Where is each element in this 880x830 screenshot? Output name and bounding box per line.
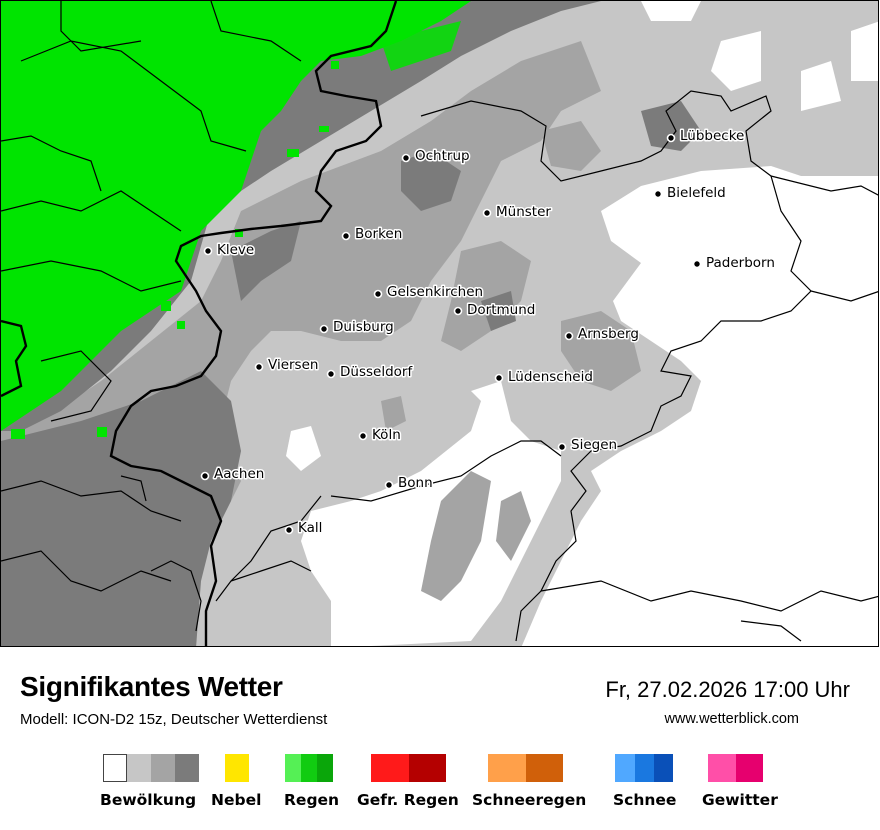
city-siegen[interactable]: Siegen <box>557 436 619 455</box>
legend-swatches-bewoelkung <box>103 754 199 782</box>
legend-swatch <box>175 754 199 782</box>
legend-swatches-schnee <box>615 754 673 782</box>
svg-text:Lübbecke: Lübbecke <box>680 128 744 144</box>
city-markers: Lübbecke Ochtrup Bielefeld Münster Kleve… <box>200 127 776 538</box>
legend-swatch <box>635 754 654 782</box>
clear-sky-areas <box>151 1 878 646</box>
legend-label-gewitter: Gewitter <box>702 791 778 809</box>
legend-swatches-gewitter <box>708 754 763 782</box>
city-kleve[interactable]: Kleve <box>203 241 256 260</box>
svg-text:Bonn: Bonn <box>398 475 433 491</box>
legend-swatch <box>615 754 635 782</box>
weather-map[interactable]: Lübbecke Ochtrup Bielefeld Münster Kleve… <box>0 0 879 647</box>
city-koeln[interactable]: Köln <box>358 426 402 445</box>
svg-text:Aachen: Aachen <box>214 466 264 482</box>
svg-text:Siegen: Siegen <box>571 437 617 453</box>
svg-text:Kleve: Kleve <box>217 242 254 258</box>
svg-text:Ochtrup: Ochtrup <box>415 148 470 164</box>
city-arnsberg[interactable]: Arnsberg <box>564 325 640 344</box>
svg-text:Dortmund: Dortmund <box>467 302 535 318</box>
city-ochtrup[interactable]: Ochtrup <box>401 147 471 166</box>
city-bielefeld[interactable]: Bielefeld <box>653 184 727 203</box>
city-luedenscheid[interactable]: Lüdenscheid <box>494 368 594 387</box>
legend-swatches-regen <box>285 754 333 782</box>
legend-label-regen: Regen <box>284 791 340 809</box>
svg-text:Arnsberg: Arnsberg <box>578 326 639 342</box>
svg-text:Gelsenkirchen: Gelsenkirchen <box>387 284 483 300</box>
city-viersen[interactable]: Viersen <box>254 356 320 375</box>
svg-text:Kall: Kall <box>298 520 322 536</box>
svg-text:Düsseldorf: Düsseldorf <box>340 364 413 380</box>
legend-swatches-gefr-regen <box>371 754 446 782</box>
svg-text:Duisburg: Duisburg <box>333 319 394 335</box>
city-muenster[interactable]: Münster <box>482 203 553 222</box>
forecast-datetime: Fr, 27.02.2026 17:00 Uhr <box>605 677 850 702</box>
legend-label-schneeregen: Schneeregen <box>472 791 587 809</box>
city-luebbecke[interactable]: Lübbecke <box>666 127 746 146</box>
legend-swatch <box>127 754 151 782</box>
svg-text:Paderborn: Paderborn <box>706 255 775 271</box>
legend-swatch <box>371 754 409 782</box>
legend-swatches-schneeregen <box>488 754 563 782</box>
city-kall[interactable]: Kall <box>284 519 324 538</box>
svg-text:Köln: Köln <box>372 427 401 443</box>
legend-label-schnee: Schnee <box>613 791 677 809</box>
svg-text:Viersen: Viersen <box>268 357 318 373</box>
legend-label-bewoelkung: Bewölkung <box>100 791 197 809</box>
rain-area <box>1 1 471 439</box>
city-gelsenkirchen[interactable]: Gelsenkirchen <box>373 283 485 302</box>
legend-swatch <box>526 754 563 782</box>
svg-text:Lüdenscheid: Lüdenscheid <box>508 369 593 385</box>
svg-text:Borken: Borken <box>355 226 402 242</box>
city-paderborn[interactable]: Paderborn <box>692 254 776 273</box>
legend-swatch <box>654 754 673 782</box>
model-subtitle: Modell: ICON-D2 15z, Deutscher Wetterdie… <box>20 711 328 728</box>
svg-text:Münster: Münster <box>496 204 551 220</box>
borders <box>1 1 878 646</box>
legend-swatch <box>301 754 317 782</box>
legend-swatches-nebel <box>225 754 249 782</box>
city-borken[interactable]: Borken <box>341 225 404 244</box>
legend-label-nebel: Nebel <box>211 791 262 809</box>
city-aachen[interactable]: Aachen <box>200 465 266 484</box>
weather-map-svg: Lübbecke Ochtrup Bielefeld Münster Kleve… <box>1 1 878 646</box>
city-bonn[interactable]: Bonn <box>384 474 434 493</box>
city-dortmund[interactable]: Dortmund <box>453 301 537 320</box>
legend-swatch <box>285 754 301 782</box>
legend-swatch <box>488 754 526 782</box>
legend-swatch <box>409 754 446 782</box>
legend-swatch <box>317 754 333 782</box>
legend-swatch <box>225 754 249 782</box>
legend-swatch <box>103 754 127 782</box>
svg-text:Bielefeld: Bielefeld <box>667 185 726 201</box>
legend-label-gefr-regen: Gefr. Regen <box>357 791 459 809</box>
legend-swatch <box>708 754 736 782</box>
legend-swatch <box>151 754 175 782</box>
city-duesseldorf[interactable]: Düsseldorf <box>326 363 415 382</box>
source-link[interactable]: www.wetterblick.com <box>664 711 799 727</box>
map-title: Signifikantes Wetter <box>20 671 283 702</box>
city-duisburg[interactable]: Duisburg <box>319 318 395 337</box>
legend-swatch <box>736 754 763 782</box>
